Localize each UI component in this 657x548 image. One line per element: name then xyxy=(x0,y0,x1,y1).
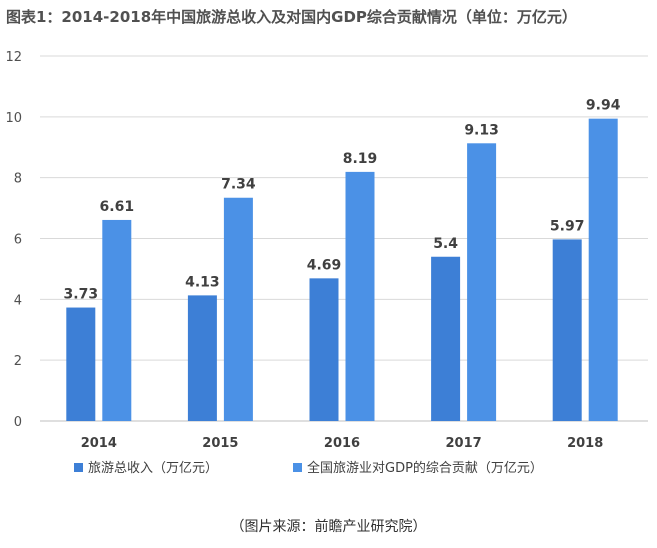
y-axis-ticks: 0 2 4 6 8 10 12 xyxy=(5,50,22,430)
legend: 旅游总收入（万亿元） 全国旅游业对GDP的综合贡献（万亿元） xyxy=(74,460,543,476)
y-tick-label: 2 xyxy=(14,354,22,369)
bar-series-1 xyxy=(431,256,461,421)
chart-title: 图表1：2014-2018年中国旅游总收入及对国内GDP综合贡献情况（单位：万亿… xyxy=(6,8,577,26)
bars: 3.73 6.61 4.13 7.34 4.69 8.19 5.4 9.13 5.97 9.94 xyxy=(64,98,621,422)
data-label: 4.13 xyxy=(185,274,220,290)
gridlines xyxy=(40,55,648,422)
data-label: 4.69 xyxy=(307,257,342,273)
legend-swatch xyxy=(293,463,302,472)
data-label: 8.19 xyxy=(343,151,378,167)
data-label: 9.13 xyxy=(464,122,499,138)
bar-series-1 xyxy=(552,239,582,421)
x-tick-label: 2016 xyxy=(324,436,360,451)
x-tick-label: 2014 xyxy=(81,436,117,451)
data-label: 3.73 xyxy=(64,287,99,303)
source-note: （图片来源：前瞻产业研究院） xyxy=(230,519,427,535)
y-tick-label: 8 xyxy=(14,172,22,187)
y-tick-label: 10 xyxy=(5,111,22,126)
bar-series-2 xyxy=(223,197,253,421)
legend-swatch xyxy=(74,463,83,472)
bar-series-2 xyxy=(467,143,497,421)
bar-chart: 0 2 4 6 8 10 12 3.73 6.61 4.13 7.34 4.69 8.19 5.4 9.1… xyxy=(5,50,648,476)
y-tick-label: 4 xyxy=(14,293,22,308)
data-label: 7.34 xyxy=(221,177,256,193)
x-axis-ticks: 2014 2015 2016 2017 2018 xyxy=(81,436,604,451)
data-label: 9.94 xyxy=(586,98,621,114)
legend-label: 旅游总收入（万亿元） xyxy=(88,461,218,476)
x-tick-label: 2018 xyxy=(567,436,603,451)
y-tick-label: 6 xyxy=(14,233,22,248)
data-label: 6.61 xyxy=(100,199,135,215)
bar-series-2 xyxy=(345,171,375,421)
bar-series-1 xyxy=(66,307,96,421)
bar-series-2 xyxy=(588,118,618,422)
legend-label: 全国旅游业对GDP的综合贡献（万亿元） xyxy=(307,460,543,476)
data-label: 5.4 xyxy=(433,236,458,252)
y-tick-label: 12 xyxy=(5,50,22,65)
bar-series-1 xyxy=(187,295,217,421)
x-tick-label: 2015 xyxy=(202,436,238,451)
bar-series-2 xyxy=(102,219,132,421)
y-tick-label: 0 xyxy=(14,415,22,430)
bar-series-1 xyxy=(309,278,339,421)
x-tick-label: 2017 xyxy=(446,436,482,451)
data-label: 5.97 xyxy=(550,218,585,234)
